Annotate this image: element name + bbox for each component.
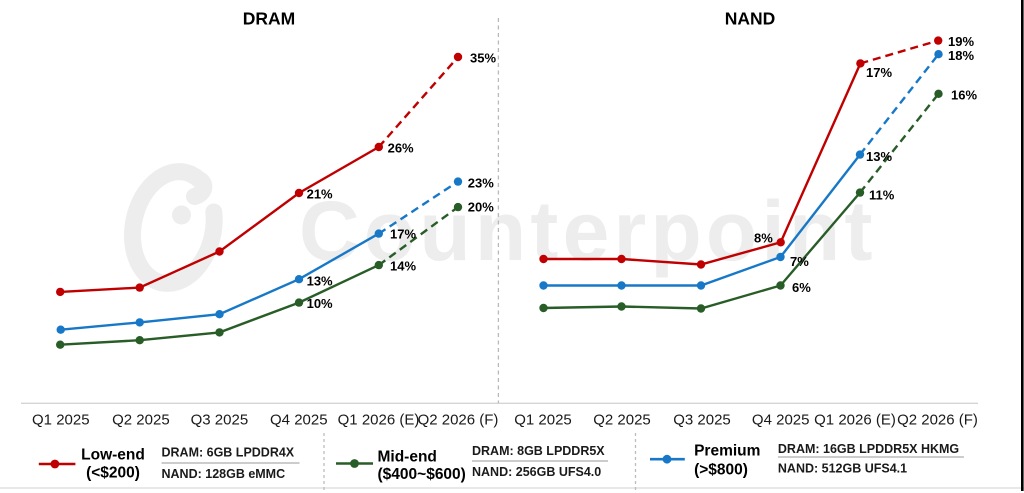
svg-text:NAND: 128GB eMMC: NAND: 128GB eMMC [162,467,286,481]
svg-text:Q2 2026 (F): Q2 2026 (F) [897,412,978,429]
svg-text:(>$800): (>$800) [694,462,748,479]
svg-text:Q1 2026 (E): Q1 2026 (E) [814,412,896,429]
svg-text:16%: 16% [951,87,977,102]
svg-text:DRAM: 8GB LPDDR5X: DRAM: 8GB LPDDR5X [472,444,605,458]
svg-text:Mid-end: Mid-end [378,449,437,466]
svg-text:23%: 23% [468,176,494,191]
svg-text:17%: 17% [390,226,416,241]
svg-text:18%: 18% [948,48,974,63]
svg-text:13%: 13% [866,149,892,164]
svg-text:10%: 10% [307,296,333,311]
svg-text:Q2 2026 (F): Q2 2026 (F) [418,412,499,429]
svg-text:NAND: NAND [725,8,776,28]
svg-text:21%: 21% [307,187,333,202]
svg-text:13%: 13% [307,274,333,289]
svg-text:14%: 14% [390,258,416,273]
svg-text:17%: 17% [866,65,892,80]
svg-text:6%: 6% [792,280,811,295]
svg-text:($400~$600): ($400~$600) [378,466,466,483]
svg-text:DRAM: DRAM [243,8,296,28]
svg-text:26%: 26% [388,141,414,156]
svg-text:NAND: 512GB UFS4.1: NAND: 512GB UFS4.1 [778,462,907,476]
svg-text:7%: 7% [790,254,809,269]
svg-text:Q1 2025: Q1 2025 [514,412,572,429]
svg-text:(<$200): (<$200) [86,465,140,482]
svg-text:Premium: Premium [694,443,760,460]
svg-text:20%: 20% [468,200,494,215]
svg-text:Q2 2025: Q2 2025 [112,412,170,429]
svg-text:8%: 8% [754,230,773,245]
svg-text:35%: 35% [470,51,496,66]
svg-text:Q3 2025: Q3 2025 [191,412,249,429]
svg-text:DRAM: 16GB LPDDR5X HKMG: DRAM: 16GB LPDDR5X HKMG [778,442,959,456]
svg-text:Low-end: Low-end [81,447,145,464]
svg-text:19%: 19% [948,34,974,49]
svg-text:NAND: 256GB UFS4.0: NAND: 256GB UFS4.0 [472,465,601,479]
svg-text:Q4 2025: Q4 2025 [270,412,328,429]
svg-text:Q4 2025: Q4 2025 [752,412,810,429]
svg-text:Q1 2025: Q1 2025 [32,412,90,429]
svg-text:DRAM: 6GB LPDDR4X: DRAM: 6GB LPDDR4X [162,446,295,460]
svg-text:Q1 2026 (E): Q1 2026 (E) [338,412,420,429]
svg-text:Q3 2025: Q3 2025 [673,412,731,429]
svg-text:11%: 11% [869,187,895,202]
svg-text:Q2 2025: Q2 2025 [593,412,651,429]
svg-text:Counterpoint: Counterpoint [299,184,877,278]
